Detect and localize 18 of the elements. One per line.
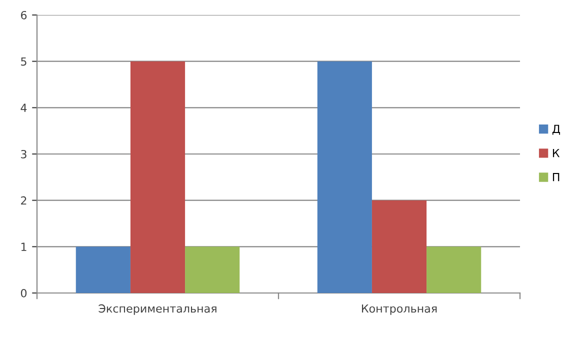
y-tick-label: 3 [21, 150, 26, 158]
legend-label: П [552, 173, 560, 182]
y-tick-label: 0 [20, 288, 27, 298]
y-tick-label: 2 [21, 196, 26, 205]
bar [185, 246, 240, 293]
y-tick-label: 6 [20, 10, 27, 20]
x-tick-label: Экспериментальная [98, 304, 216, 315]
legend-label: К [552, 148, 560, 158]
y-tick-label: 4 [20, 104, 27, 112]
bar [130, 61, 186, 293]
legend-label: Д [552, 124, 560, 135]
y-tick-label: 5 [21, 57, 26, 66]
bar [317, 61, 372, 293]
y-tick-label: 1 [21, 242, 26, 251]
bar [372, 200, 427, 293]
x-tick-label: Контрольная [362, 304, 437, 315]
bar [426, 246, 482, 293]
bar [76, 246, 130, 293]
